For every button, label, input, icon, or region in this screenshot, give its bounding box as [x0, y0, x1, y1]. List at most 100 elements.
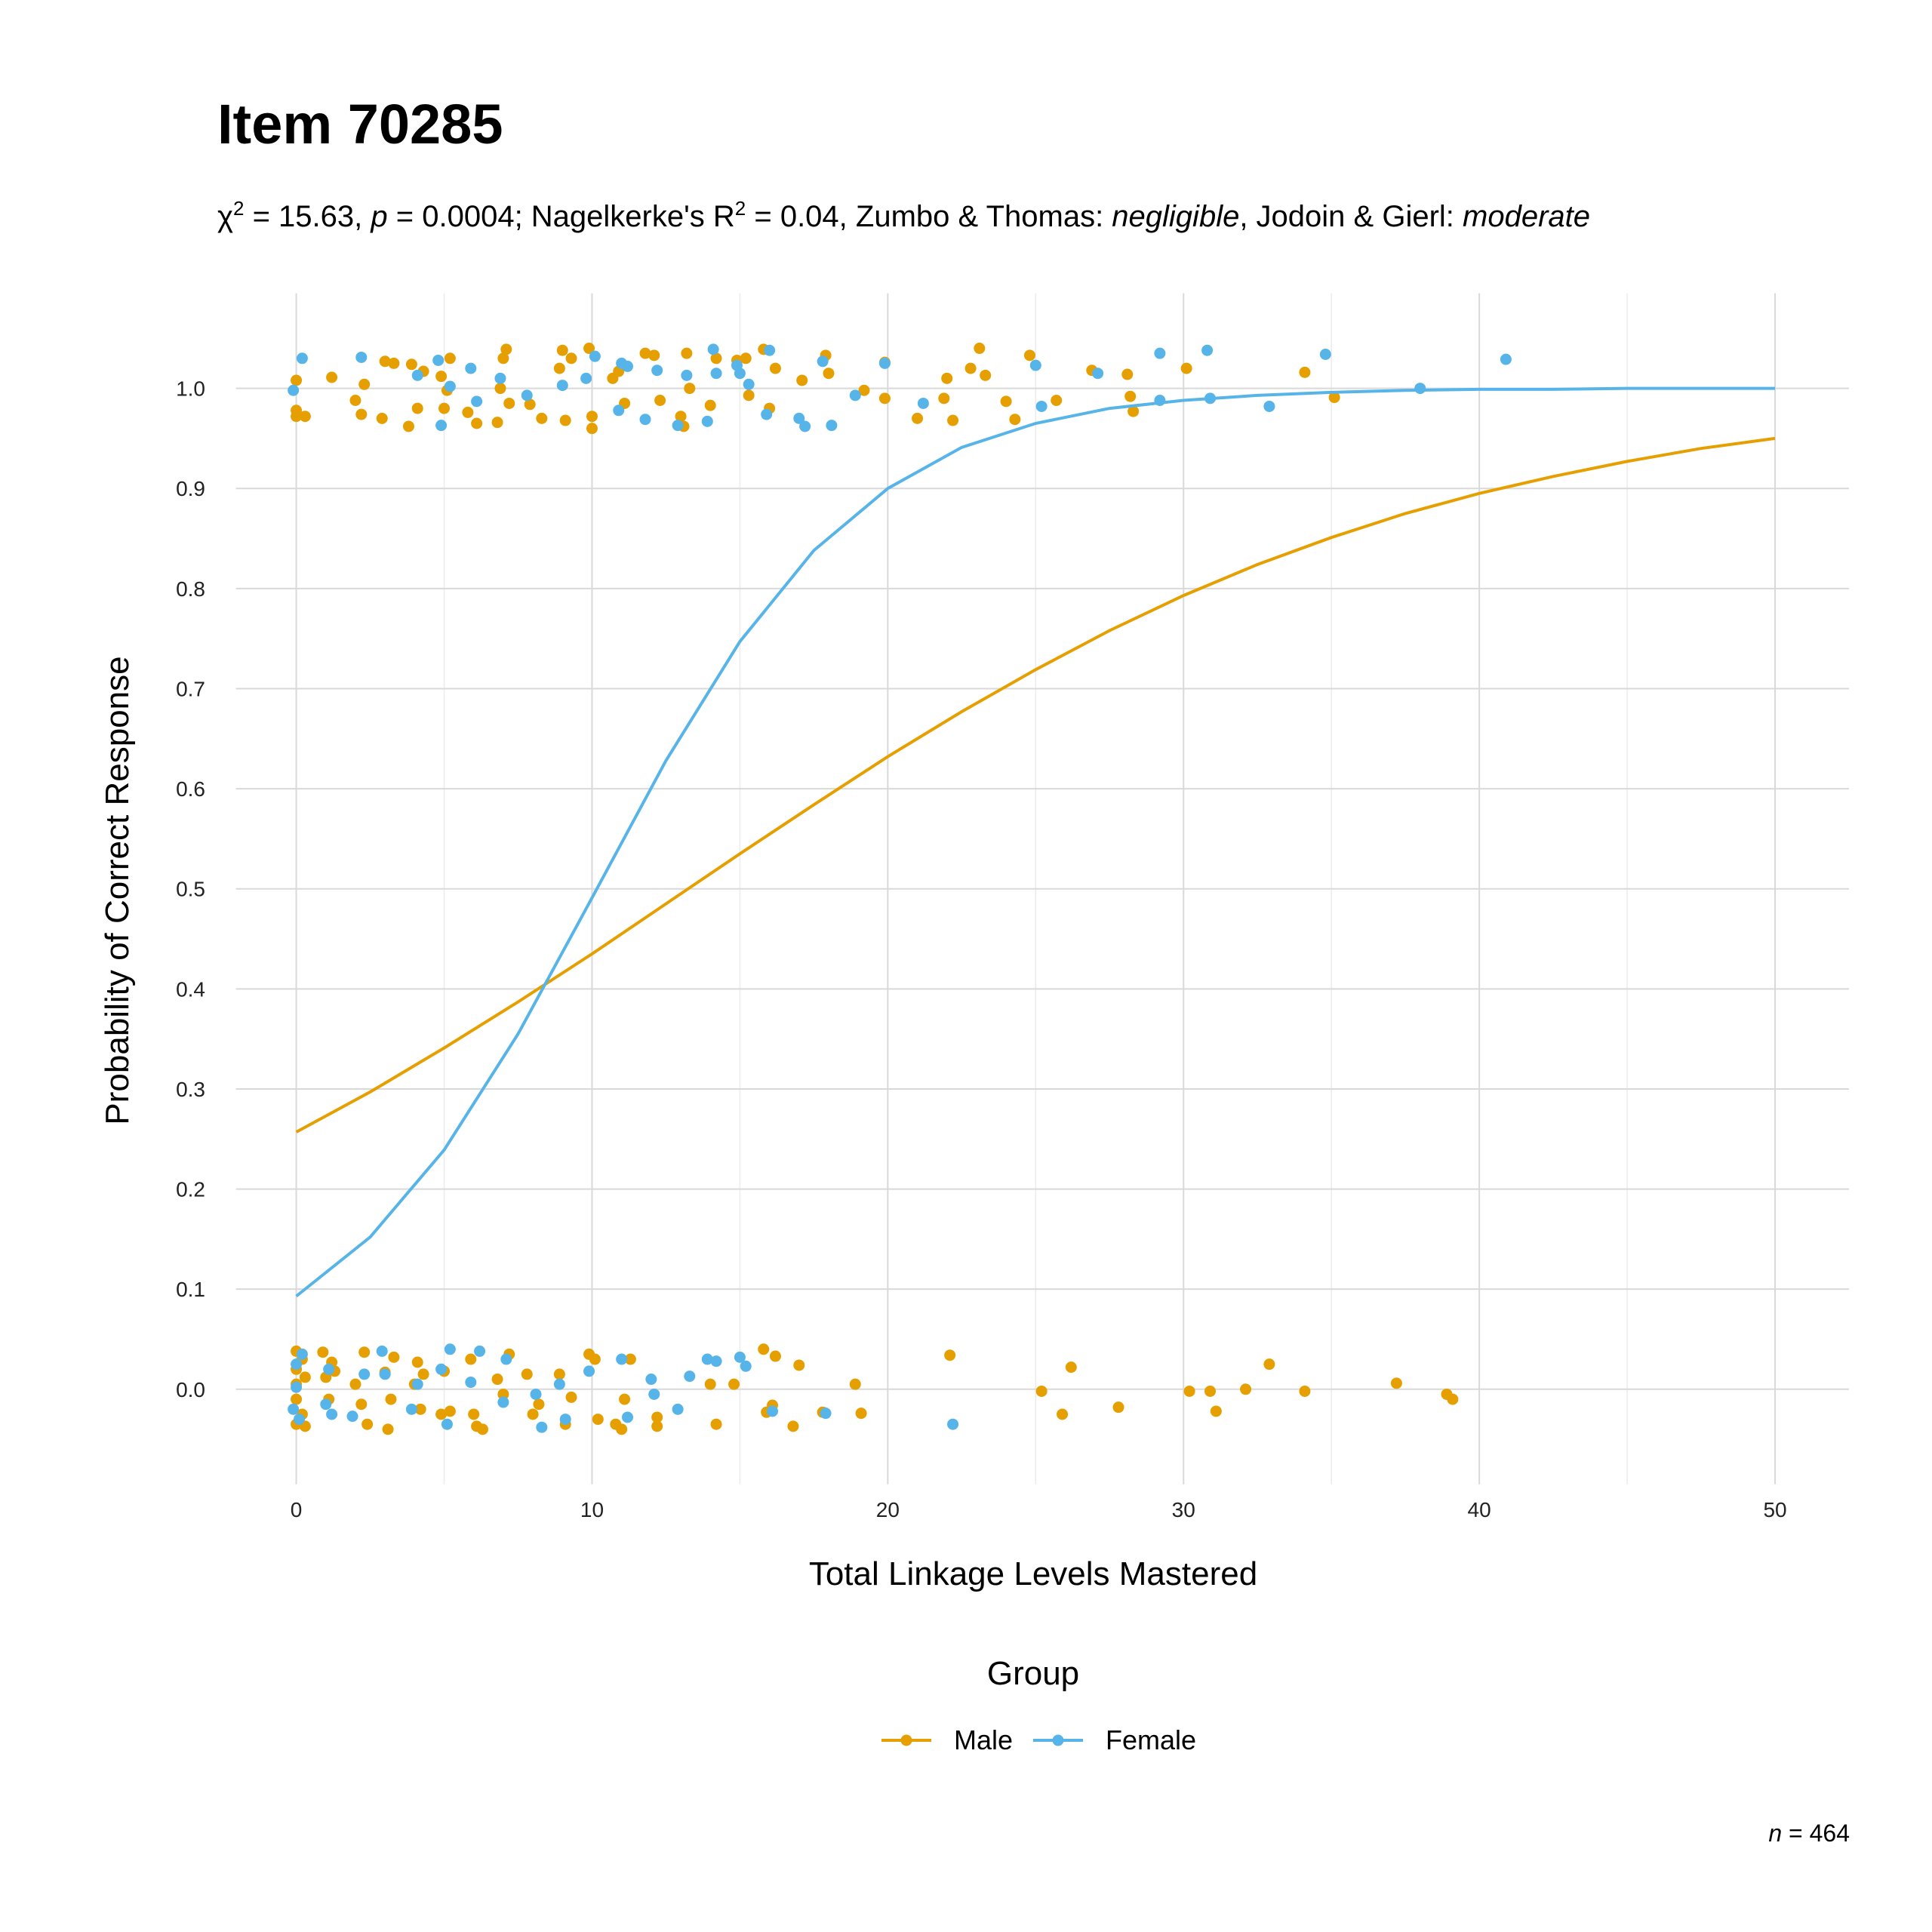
- data-point: [820, 1407, 832, 1420]
- legend-title: Group: [987, 1655, 1079, 1692]
- data-point: [1319, 348, 1331, 360]
- data-point: [444, 1343, 456, 1355]
- data-point: [1500, 353, 1512, 365]
- data-point: [878, 357, 891, 369]
- data-point: [583, 1365, 595, 1377]
- data-point: [471, 417, 483, 429]
- data-point: [465, 1377, 477, 1389]
- data-point: [624, 1353, 636, 1365]
- data-point: [583, 343, 595, 355]
- data-point: [379, 1368, 391, 1380]
- data-point: [734, 1351, 746, 1363]
- data-point: [1183, 1385, 1195, 1397]
- data-point: [494, 383, 506, 395]
- data-point: [589, 1353, 601, 1365]
- data-point: [1023, 349, 1035, 361]
- data-point: [621, 360, 633, 372]
- data-point: [796, 374, 808, 386]
- data-point: [414, 1403, 426, 1415]
- data-point: [621, 1411, 633, 1423]
- data-point: [379, 355, 391, 368]
- data-point: [974, 343, 986, 355]
- data-point: [444, 1405, 456, 1417]
- y-tick-label: 0.5: [176, 878, 205, 901]
- data-point: [355, 1398, 368, 1411]
- data-point: [710, 1418, 722, 1430]
- data-point: [1447, 1393, 1459, 1405]
- data-point: [288, 1403, 300, 1415]
- data-point: [317, 1346, 329, 1358]
- data-point: [1328, 392, 1340, 404]
- data-point: [355, 408, 368, 420]
- data-point: [1299, 366, 1311, 378]
- data-point: [639, 347, 651, 359]
- chart-subtitle: χ2 = 15.63, p = 0.0004; Nagelkerke's R2 …: [217, 197, 1590, 233]
- data-point: [299, 1371, 311, 1383]
- data-point: [1035, 400, 1048, 412]
- data-point: [441, 1418, 453, 1430]
- data-point: [293, 1414, 305, 1426]
- data-point: [438, 402, 451, 414]
- data-point: [651, 1420, 663, 1432]
- data-point: [648, 349, 660, 361]
- data-point: [648, 1388, 660, 1400]
- data-point: [684, 1371, 696, 1383]
- data-point: [524, 398, 536, 411]
- legend-label: Female: [1106, 1724, 1196, 1755]
- fitted-curve: [295, 386, 1775, 1298]
- data-point: [743, 378, 755, 390]
- data-point: [468, 1408, 480, 1420]
- data-point: [758, 1343, 770, 1355]
- x-tick-label: 0: [291, 1498, 303, 1521]
- data-point: [681, 347, 693, 359]
- y-tick-label: 0.7: [176, 677, 205, 700]
- x-tick-label: 10: [580, 1498, 604, 1521]
- data-point: [592, 1414, 604, 1426]
- data-point: [947, 1418, 959, 1430]
- data-point: [764, 344, 776, 356]
- data-point: [639, 414, 651, 426]
- data-point: [767, 1405, 779, 1417]
- data-point: [1263, 1358, 1275, 1371]
- data-point: [589, 350, 601, 362]
- text-segment: = 15.63,: [244, 200, 371, 233]
- data-point: [704, 1378, 716, 1390]
- text-segment: , Jodoin & Gierl:: [1239, 200, 1463, 233]
- data-point: [355, 351, 368, 363]
- data-point: [947, 414, 959, 426]
- data-point: [494, 372, 506, 384]
- data-point: [417, 1368, 429, 1380]
- data-point: [1009, 414, 1021, 426]
- text-segment: 2: [735, 197, 746, 220]
- text-segment: 2: [233, 197, 244, 220]
- sample-size-note: n = 464: [1768, 1820, 1850, 1847]
- data-point: [411, 1356, 423, 1368]
- data-point: [1154, 347, 1166, 359]
- y-tick-label: 0.6: [176, 777, 205, 801]
- data-point: [672, 420, 684, 432]
- data-point: [619, 1393, 631, 1405]
- data-point: [580, 372, 592, 384]
- data-point: [358, 1346, 371, 1358]
- data-point: [291, 1358, 303, 1371]
- data-point: [938, 392, 950, 405]
- text-segment: = 0.04, Zumbo & Thomas:: [746, 200, 1112, 233]
- data-point: [476, 1423, 488, 1435]
- x-tick-label: 20: [876, 1498, 900, 1521]
- data-point: [296, 352, 308, 365]
- data-point: [651, 365, 663, 377]
- y-tick-label: 0.4: [176, 977, 205, 1001]
- x-tick-label: 30: [1172, 1498, 1195, 1521]
- data-point: [616, 1423, 628, 1435]
- data-point: [1029, 359, 1041, 371]
- data-point: [1263, 400, 1275, 412]
- data-point: [1180, 362, 1192, 374]
- data-point: [323, 1363, 335, 1375]
- data-point: [740, 1360, 752, 1372]
- data-point: [500, 343, 512, 355]
- data-point: [855, 1407, 867, 1420]
- data-point: [565, 1391, 577, 1403]
- data-point: [1035, 1385, 1048, 1397]
- data-point: [527, 1408, 539, 1420]
- data-point: [388, 357, 400, 369]
